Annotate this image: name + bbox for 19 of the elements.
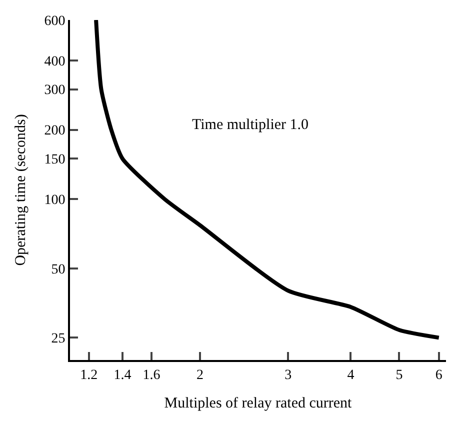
annotation: Time multiplier 1.0 — [192, 117, 309, 133]
y-tick-label: 150 — [44, 152, 66, 168]
x-tick-label: 4 — [347, 368, 354, 383]
x-axis-title: Multiples of relay rated current — [164, 395, 353, 412]
y-tick-label: 600 — [44, 14, 66, 29]
y-tick-label: 50 — [51, 262, 66, 278]
y-tick-label: 200 — [44, 124, 66, 139]
y-tick-label: 300 — [44, 83, 66, 98]
y-tick-label: 400 — [44, 54, 66, 70]
x-tick-label: 1.2 — [80, 368, 98, 383]
x-tick-label: 6 — [435, 368, 442, 383]
x-tick-label: 2 — [196, 368, 204, 383]
x-tick-label: 1.6 — [142, 368, 160, 383]
y-tick-label: 100 — [44, 193, 66, 208]
y-tick-label: 25 — [51, 332, 66, 347]
x-tick-label: 5 — [396, 368, 403, 383]
x-tick-label: 1.4 — [114, 368, 132, 383]
x-tick-label: 3 — [284, 368, 292, 383]
y-axis-title: Operating time (seconds) — [12, 114, 29, 266]
